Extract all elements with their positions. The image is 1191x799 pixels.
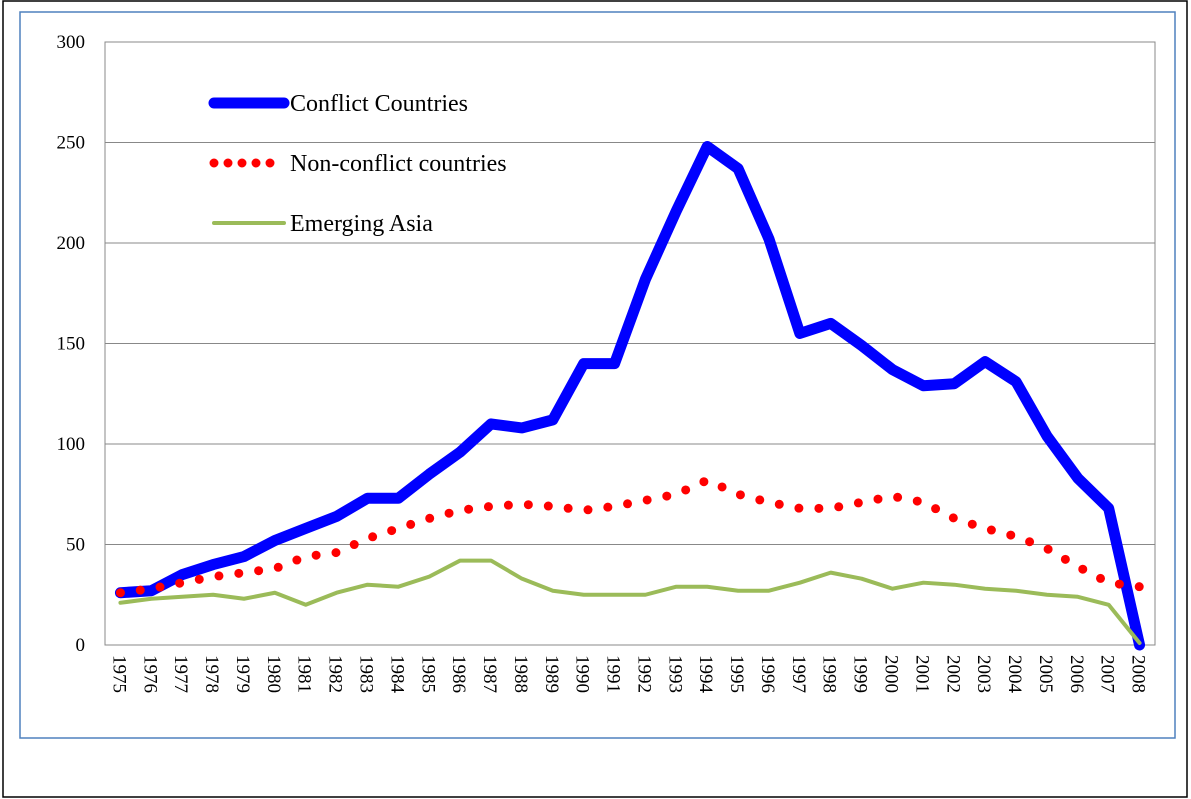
legend-label: Emerging Asia <box>290 211 433 237</box>
x-tick-label: 2001 <box>911 655 932 693</box>
legend-label: Conflict Countries <box>290 91 468 117</box>
x-tick-label: 1991 <box>603 655 624 693</box>
y-tick-label: 250 <box>57 133 86 154</box>
x-tick-label: 1987 <box>479 655 500 693</box>
x-tick-label: 1977 <box>170 655 191 693</box>
x-tick-label: 1988 <box>510 655 531 693</box>
x-tick-label: 1980 <box>263 655 284 693</box>
x-tick-label: 1993 <box>664 655 685 693</box>
x-tick-label: 1982 <box>325 655 346 693</box>
x-tick-label: 1999 <box>850 655 871 693</box>
x-tick-label: 1994 <box>695 655 716 694</box>
x-tick-label: 2003 <box>973 655 994 693</box>
x-tick-label: 1986 <box>448 655 469 693</box>
x-tick-label: 1983 <box>356 655 377 693</box>
x-tick-label: 2007 <box>1097 655 1118 693</box>
x-tick-label: 1976 <box>139 655 160 693</box>
x-tick-label: 2000 <box>881 655 902 693</box>
x-tick-label: 1998 <box>819 655 840 693</box>
x-tick-label: 2004 <box>1004 655 1025 694</box>
x-tick-label: 2005 <box>1035 655 1056 693</box>
y-tick-label: 150 <box>57 334 86 355</box>
x-tick-label: 1981 <box>294 655 315 693</box>
y-tick-label: 50 <box>66 535 85 556</box>
x-tick-label: 1996 <box>757 655 778 693</box>
legend-label: Non-conflict countries <box>290 151 507 177</box>
x-tick-label: 1978 <box>201 655 222 693</box>
x-tick-label: 1985 <box>417 655 438 693</box>
y-tick-label: 200 <box>57 233 86 254</box>
x-tick-label: 1990 <box>572 655 593 693</box>
chart-frame <box>19 11 1176 739</box>
x-tick-label: 2002 <box>942 655 963 693</box>
x-tick-label: 1997 <box>788 655 809 693</box>
x-tick-label: 1979 <box>232 655 253 693</box>
y-tick-label: 0 <box>76 635 86 656</box>
y-tick-label: 100 <box>57 434 86 455</box>
series-line <box>115 475 1145 598</box>
x-tick-label: 1995 <box>726 655 747 693</box>
y-tick-label: 300 <box>57 32 86 53</box>
x-tick-label: 1992 <box>633 655 654 693</box>
x-tick-label: 2008 <box>1128 655 1149 693</box>
series-line <box>118 558 1142 645</box>
x-tick-label: 1989 <box>541 655 562 693</box>
series-line <box>114 141 1146 651</box>
x-tick-label: 2006 <box>1066 655 1087 693</box>
x-tick-label: 1975 <box>108 655 129 693</box>
x-tick-label: 1984 <box>386 655 407 694</box>
